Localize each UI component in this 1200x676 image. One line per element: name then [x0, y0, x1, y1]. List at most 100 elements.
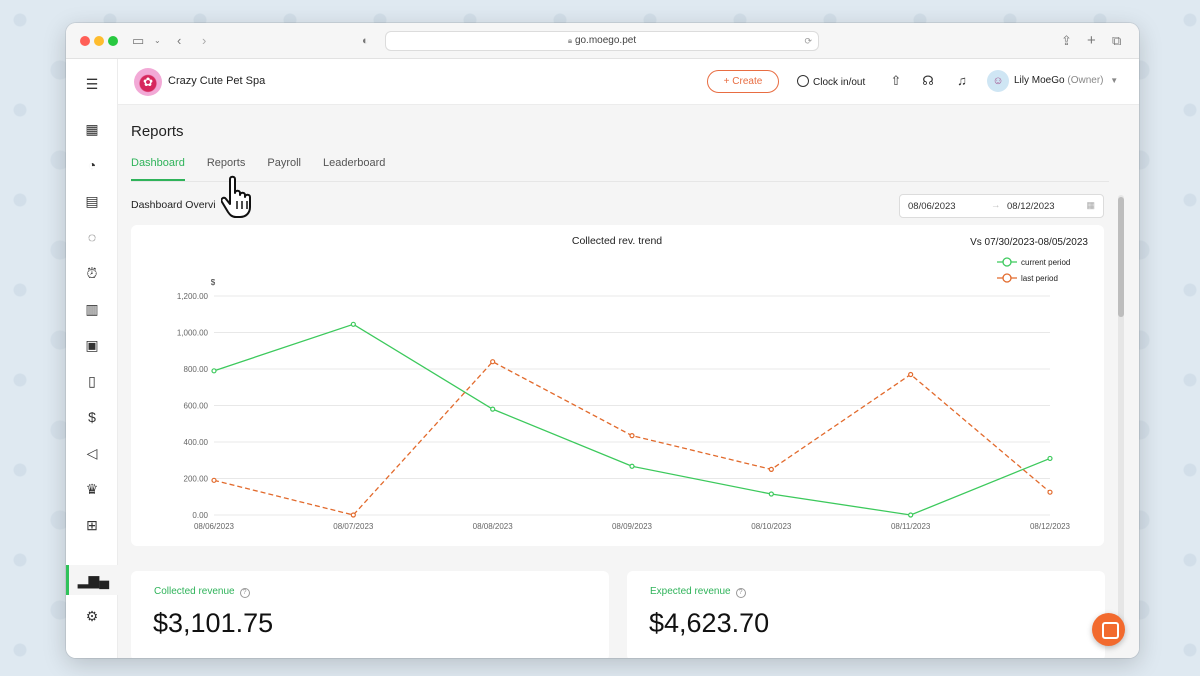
x-tick-label: 08/11/2023: [891, 522, 931, 531]
data-point[interactable]: [350, 321, 356, 327]
x-tick-label: 08/12/2023: [1030, 522, 1071, 531]
data-point[interactable]: [629, 433, 635, 439]
data-point[interactable]: [1047, 489, 1053, 495]
data-point[interactable]: [768, 466, 774, 472]
lock-icon: 🔒︎: [567, 36, 573, 45]
legend-label[interactable]: current period: [1021, 258, 1070, 267]
upload-icon[interactable]: ⇧: [890, 73, 902, 88]
invoice-icon[interactable]: ▯: [88, 372, 96, 389]
data-point[interactable]: [211, 477, 217, 483]
data-point[interactable]: [350, 512, 356, 518]
create-button[interactable]: + Create: [707, 70, 779, 93]
scrollbar-thumb[interactable]: [1118, 197, 1124, 317]
app-sidebar: ☰ ▦ ◔ ▤ ◌ ⏰︎ ▥ ▣ ▯ $ ◁ ♛ ⊞ ▂▆▄ ⚙: [66, 59, 118, 658]
data-point[interactable]: [211, 368, 217, 374]
tab-reports[interactable]: Reports: [206, 157, 246, 169]
close-window-button[interactable]: [80, 36, 90, 46]
section-label: Dashboard Overvi: [131, 199, 216, 211]
tab-leaderboard[interactable]: Leaderboard: [322, 157, 386, 169]
address-bar[interactable]: 🔒︎ go.moego.pet ⟳: [385, 31, 819, 51]
data-point[interactable]: [908, 512, 914, 518]
alarm-icon[interactable]: ⏰︎: [86, 264, 98, 281]
tab-payroll[interactable]: Payroll: [267, 157, 301, 169]
revenue-trend-chart: Collected rev. trend Vs 07/30/2023-08/05…: [177, 235, 1089, 531]
series-line-2: [213, 360, 1051, 516]
menu-icon[interactable]: ☰: [85, 75, 99, 92]
medical-icon[interactable]: ⊞: [86, 516, 98, 533]
user-menu[interactable]: Lily MoeGo (Owner) ▼: [1014, 75, 1118, 86]
data-point[interactable]: [490, 406, 496, 412]
help-icon[interactable]: ?: [735, 588, 746, 598]
compare-label: Vs 07/30/2023-08/05/2023: [970, 237, 1088, 248]
data-point[interactable]: [768, 491, 774, 497]
chart-legend: current period last period: [997, 257, 1070, 283]
x-tick-label: 08/09/2023: [612, 522, 653, 531]
kpi-label: Expected revenue?: [650, 586, 746, 598]
y-tick-label: 0.00: [192, 511, 208, 520]
arrow-right-icon: →: [991, 200, 1001, 211]
y-tick-label: 600.00: [184, 402, 209, 411]
share-icon[interactable]: ⇪: [1061, 33, 1072, 48]
legend-marker: [1002, 273, 1012, 283]
reload-icon[interactable]: ⟳: [804, 36, 812, 46]
new-tab-icon[interactable]: +: [1087, 32, 1096, 49]
reports-chart-icon[interactable]: ▂▆▄: [66, 565, 118, 595]
user-role: (Owner): [1067, 75, 1104, 86]
app-header: ✿ Crazy Cute Pet Spa + Create Clock in/o…: [118, 59, 1139, 105]
crown-icon[interactable]: ♛: [85, 480, 99, 497]
data-point[interactable]: [490, 359, 496, 365]
data-point[interactable]: [629, 463, 635, 469]
x-tick-label: 08/10/2023: [751, 522, 792, 531]
y-axis-unit: $: [211, 278, 216, 287]
gear-icon[interactable]: ⚙: [85, 607, 99, 624]
tab-dashboard[interactable]: Dashboard: [131, 157, 185, 181]
date-range-picker[interactable]: 08/06/2023 → 08/12/2023 ▦: [899, 194, 1104, 218]
message-icon[interactable]: ◌: [87, 229, 97, 245]
data-point[interactable]: [908, 371, 914, 378]
kpi-label-text: Expected revenue: [650, 586, 731, 597]
calendar-icon[interactable]: ▦: [85, 120, 99, 137]
maximize-window-button[interactable]: [108, 36, 118, 46]
scrollbar-track[interactable]: [1118, 195, 1124, 625]
dollar-icon[interactable]: $: [88, 409, 96, 425]
y-tick-label: 1,200.00: [177, 292, 209, 301]
schedule-icon[interactable]: ▥: [85, 300, 99, 317]
clock-in-out-button[interactable]: Clock in/out: [797, 75, 865, 88]
kpi-value: $3,101.75: [153, 608, 274, 638]
x-tick-label: 08/06/2023: [194, 522, 235, 531]
back-icon[interactable]: ‹: [177, 33, 182, 48]
clock-icon: [797, 75, 809, 87]
y-tick-label: 400.00: [184, 438, 209, 447]
business-logo: ✿: [134, 68, 162, 96]
headset-icon[interactable]: ☊: [922, 73, 934, 88]
avatar[interactable]: ☺: [987, 70, 1009, 92]
megaphone-icon[interactable]: ◁: [86, 444, 98, 461]
url-text: go.moego.pet: [574, 35, 637, 46]
help-icon[interactable]: ?: [239, 588, 250, 598]
kpi-value: $4,623.70: [649, 608, 770, 638]
clipboard-icon[interactable]: ▣: [85, 336, 99, 353]
x-tick-label: 08/07/2023: [333, 522, 374, 531]
x-tick-label: 08/08/2023: [473, 522, 514, 531]
chevron-down-icon[interactable]: ⌄: [154, 36, 161, 45]
chevron-down-icon: ▼: [1110, 76, 1119, 85]
data-point[interactable]: [1047, 455, 1053, 462]
series-line-1: [213, 323, 1051, 516]
minimize-window-button[interactable]: [94, 36, 104, 46]
tab-overview-icon[interactable]: ⧉: [1112, 33, 1122, 48]
sidebar-toggle-icon[interactable]: ▭: [132, 33, 145, 48]
product-icon[interactable]: ▤: [85, 192, 99, 209]
shield-icon[interactable]: ◐: [362, 35, 369, 47]
business-name[interactable]: Crazy Cute Pet Spa: [168, 75, 266, 87]
forward-icon[interactable]: ›: [202, 33, 207, 48]
chat-support-button[interactable]: [1092, 613, 1125, 646]
legend-label[interactable]: last period: [1021, 274, 1058, 283]
user-name: Lily MoeGo: [1014, 75, 1065, 86]
date-start[interactable]: 08/06/2023: [908, 201, 956, 212]
calendar-icon: ▦: [1086, 200, 1095, 210]
pet-icon[interactable]: ◔: [87, 157, 97, 173]
bell-icon[interactable]: ♫: [957, 73, 967, 88]
y-tick-label: 800.00: [184, 365, 209, 374]
browser-window: ▭ ⌄ ‹ › ◐ 🔒︎ go.moego.pet ⟳ ⇪ + ⧉ ☰ ▦ ◔ …: [66, 23, 1139, 658]
date-end[interactable]: 08/12/2023: [1007, 201, 1055, 212]
